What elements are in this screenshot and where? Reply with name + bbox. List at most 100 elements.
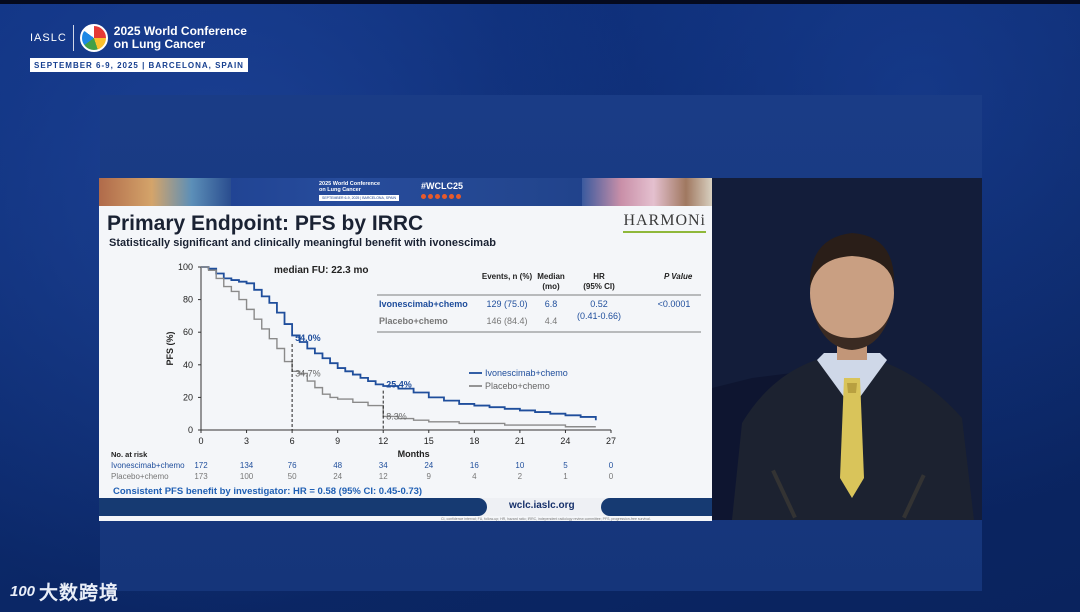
social-icon <box>428 194 433 199</box>
stats-header: Events, n (%) <box>482 272 533 281</box>
stats-arm-label: Ivonescimab+chemo <box>379 299 468 309</box>
trial-logo: HARMONi <box>623 212 706 233</box>
y-tick-label: 20 <box>183 392 193 402</box>
social-icon <box>435 194 440 199</box>
x-tick-label: 12 <box>378 436 388 446</box>
risk-arm-label: Placebo+chemo <box>111 472 169 481</box>
legend-label: Ivonescimab+chemo <box>485 368 568 378</box>
y-tick-label: 80 <box>183 295 193 305</box>
presentation-slide: 2025 World Conference on Lung Cancer SEP… <box>99 178 712 521</box>
risk-value: 76 <box>288 461 297 470</box>
conference-title: 2025 World Conference on Lung Cancer <box>114 25 247 51</box>
conference-title-line1: 2025 World Conference <box>113 24 247 38</box>
conference-logo: IASLC 2025 World Conference on Lung Canc… <box>30 24 247 52</box>
social-icon <box>449 194 454 199</box>
x-tick-label: 9 <box>335 436 340 446</box>
risk-value: 50 <box>288 472 297 481</box>
footnote: CI, confidence interval; FU, follow-up; … <box>441 517 651 521</box>
x-tick-label: 27 <box>606 436 616 446</box>
header-title-line2: on Lung Cancer <box>319 187 361 193</box>
stats-arm-label: Placebo+chemo <box>379 316 448 326</box>
x-tick-label: 15 <box>424 436 434 446</box>
stats-events: 129 (75.0) <box>486 299 527 309</box>
logo-divider <box>72 25 74 51</box>
hashtag: #WCLC25 <box>421 181 464 191</box>
header-photo-left <box>99 178 231 206</box>
conference-title-line2: on Lung Cancer <box>113 37 206 51</box>
y-tick-label: 100 <box>178 262 193 272</box>
watermark: 100 大数跨境 <box>10 578 119 605</box>
presenter-video <box>712 178 982 520</box>
x-tick-label: 3 <box>244 436 249 446</box>
presenter-image <box>712 178 982 520</box>
y-axis-label: PFS (%) <box>165 331 175 365</box>
risk-value: 172 <box>194 461 208 470</box>
risk-value: 48 <box>333 461 342 470</box>
footer-url: wclc.iaslc.org <box>509 500 575 511</box>
x-tick-label: 6 <box>290 436 295 446</box>
stats-ci: (0.41-0.66) <box>577 311 621 321</box>
header-title-line1: 2025 World Conference <box>319 181 381 187</box>
landmark-label: 25.4% <box>386 380 412 390</box>
risk-value: 2 <box>518 472 523 481</box>
x-axis-label: Months <box>398 449 430 459</box>
watermark-logo: 100 <box>10 583 36 600</box>
risk-value: 100 <box>240 472 254 481</box>
watermark-text: 大数跨境 <box>39 583 120 604</box>
stats-header: Median <box>537 272 565 281</box>
social-icon <box>456 194 461 199</box>
conference-badge-icon <box>79 24 108 52</box>
km-curve-placebo <box>201 266 596 428</box>
stats-median: 6.8 <box>545 299 558 309</box>
risk-value: 4 <box>472 472 477 481</box>
y-tick-label: 60 <box>183 327 193 337</box>
y-tick-label: 40 <box>183 360 193 370</box>
risk-value: 134 <box>240 461 254 470</box>
stats-hr: 0.52 <box>590 299 608 309</box>
stats-events: 146 (84.4) <box>486 316 527 326</box>
landmark-label: 54.0% <box>295 333 321 343</box>
social-icons <box>421 194 461 199</box>
risk-value: 24 <box>424 461 433 470</box>
x-tick-label: 0 <box>198 436 203 446</box>
x-tick-label: 21 <box>515 436 525 446</box>
stats-median: 4.4 <box>545 316 558 326</box>
risk-value: 24 <box>333 472 342 481</box>
stats-p: <0.0001 <box>658 299 691 309</box>
y-tick-label: 0 <box>188 425 193 435</box>
risk-value: 1 <box>563 472 568 481</box>
landmark-label: 34.7% <box>295 368 321 378</box>
legend-label: Placebo+chemo <box>485 381 550 391</box>
footer-pill-left <box>99 498 487 516</box>
top-bar <box>0 0 1080 4</box>
slide-header: 2025 World Conference on Lung Cancer SEP… <box>99 178 712 206</box>
median-fu-annotation: median FU: 22.3 mo <box>274 265 368 276</box>
stats-header: HR <box>593 272 605 281</box>
x-tick-label: 24 <box>560 436 570 446</box>
risk-value: 12 <box>379 472 388 481</box>
risk-value: 173 <box>194 472 208 481</box>
risk-value: 9 <box>427 472 432 481</box>
header-photo-right <box>582 178 712 206</box>
social-icon <box>442 194 447 199</box>
org-name: IASLC <box>30 32 67 44</box>
risk-value: 0 <box>609 472 614 481</box>
footer-summary: Consistent PFS benefit by investigator: … <box>113 486 422 497</box>
risk-value: 10 <box>515 461 524 470</box>
header-conference-title: 2025 World Conference on Lung Cancer <box>319 181 380 193</box>
risk-table-label: No. at risk <box>111 450 148 459</box>
stats-header: (95% CI) <box>583 282 615 291</box>
landmark-label: 8.3% <box>386 411 407 421</box>
km-curve-ivonescimab <box>201 266 597 421</box>
risk-arm-label: Ivonescimab+chemo <box>111 461 185 470</box>
stats-header: P Value <box>664 272 693 281</box>
stats-header: (mo) <box>542 282 560 291</box>
conference-date-bar: SEPTEMBER 6-9, 2025 | BARCELONA, SPAIN <box>30 58 248 72</box>
risk-value: 5 <box>563 461 568 470</box>
risk-value: 16 <box>470 461 479 470</box>
footer-pill-right <box>601 498 712 516</box>
risk-value: 0 <box>609 461 614 470</box>
slide-title: Primary Endpoint: PFS by IRRC <box>107 212 424 235</box>
social-icon <box>421 194 426 199</box>
